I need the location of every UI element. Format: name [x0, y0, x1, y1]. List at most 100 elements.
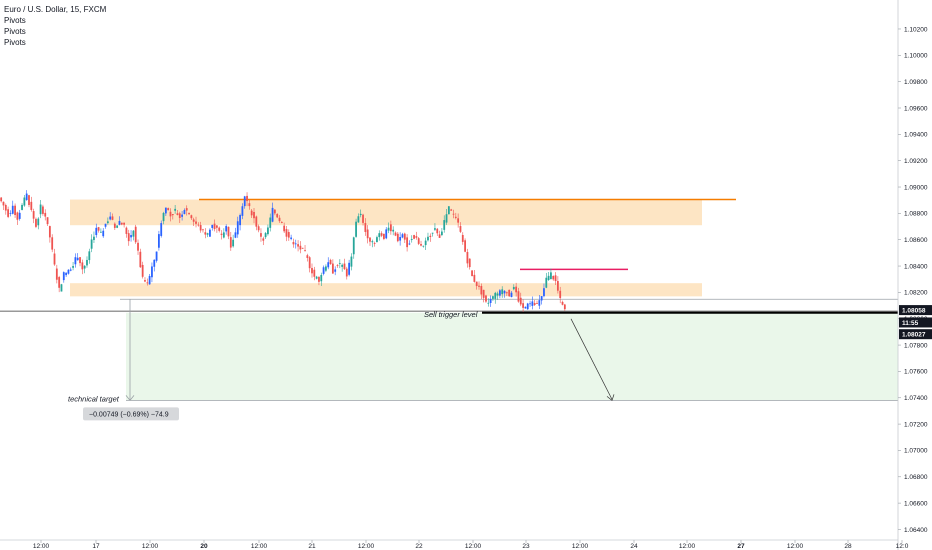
- candle-body: [503, 290, 506, 294]
- y-tick-label: 1.07600: [904, 369, 928, 376]
- y-tick-label: 1.09800: [904, 79, 928, 86]
- candle-body: [155, 251, 158, 261]
- candle-body: [329, 259, 332, 265]
- price-axis[interactable]: 1.10200 1.10000 1.09800 1.09600 1.09400 1.092…: [897, 0, 932, 550]
- candle-body: [406, 237, 409, 248]
- candle-body: [304, 250, 306, 251]
- symbol-title[interactable]: Euro / U.S. Dollar, 15, FXCM: [4, 5, 107, 14]
- candle-body: [352, 237, 355, 255]
- candle-body: [366, 229, 369, 239]
- price-tag[interactable]: [899, 305, 932, 316]
- indicator-pivots-1[interactable]: Pivots: [4, 16, 26, 25]
- y-tick-label: 1.08800: [904, 211, 928, 218]
- candle-body: [471, 270, 473, 277]
- candle-body: [443, 220, 446, 230]
- candle-body: [447, 206, 450, 215]
- x-tick-label: 21: [308, 543, 316, 550]
- candle-body: [334, 269, 337, 272]
- candle-body: [547, 275, 550, 280]
- candle-body: [81, 262, 84, 270]
- candle-body: [545, 277, 548, 288]
- candle-body: [44, 212, 47, 217]
- indicator-pivots-2[interactable]: Pivots: [4, 27, 26, 36]
- candle-body: [501, 289, 504, 295]
- candle-body: [429, 235, 432, 237]
- y-tick-label: 1.06600: [904, 500, 928, 507]
- candle-body: [519, 297, 522, 305]
- zones-layer: [70, 199, 898, 401]
- x-tick-label: 17: [92, 543, 100, 550]
- candle-body: [83, 265, 86, 269]
- candle-body: [510, 292, 513, 298]
- candle-body: [130, 235, 132, 238]
- y-tick-label: 1.08400: [904, 263, 928, 270]
- candle-body: [232, 239, 235, 247]
- candle-body: [445, 214, 448, 223]
- candle-body: [396, 233, 399, 242]
- candle-body: [301, 247, 304, 249]
- candle-body: [176, 213, 179, 216]
- candle-body: [459, 226, 462, 232]
- candle-body: [4, 204, 7, 211]
- candle-body: [306, 255, 309, 258]
- candle-body: [373, 243, 376, 244]
- candle-body: [109, 216, 112, 220]
- candle-body: [362, 214, 364, 223]
- candle-body: [364, 223, 367, 232]
- candle-body: [60, 284, 63, 292]
- candle-body: [51, 237, 54, 250]
- candle-body: [39, 204, 42, 215]
- candle-body: [127, 233, 130, 242]
- x-tick-label: 12:00: [787, 543, 804, 550]
- candle-body: [118, 220, 121, 225]
- candle-body: [204, 232, 207, 235]
- candle-body: [478, 285, 480, 287]
- y-tick-label: 1.07000: [904, 448, 928, 455]
- candle-body: [146, 282, 149, 284]
- price-tag[interactable]: [899, 329, 932, 340]
- candle-body: [9, 213, 12, 214]
- candle-body: [348, 262, 351, 275]
- candle-body: [95, 227, 98, 236]
- candle-body: [243, 196, 246, 207]
- candle-body: [394, 232, 397, 236]
- candle-body: [473, 274, 476, 282]
- candle-body: [357, 216, 360, 223]
- candle-body: [260, 233, 262, 237]
- candle-body: [389, 224, 392, 232]
- candle-body: [492, 296, 494, 299]
- candle-body: [385, 229, 388, 239]
- time-axis[interactable]: 12:00 17 12:00 20 12:00 21 12:00 22 12:00 23 12:00…: [0, 539, 909, 550]
- candle-body: [325, 266, 327, 271]
- candle-body: [498, 290, 501, 296]
- candle-body: [151, 266, 153, 278]
- candle-body: [16, 212, 19, 220]
- candle-body: [322, 267, 325, 274]
- candle-body: [378, 233, 381, 238]
- candle-body: [408, 243, 411, 245]
- measure-box: [83, 407, 179, 421]
- candle-body: [554, 275, 557, 282]
- candle-body: [134, 226, 137, 243]
- candle-body: [148, 276, 151, 285]
- candle-body: [359, 213, 362, 216]
- candle-body: [505, 292, 508, 294]
- x-tick-label: 12:00: [251, 543, 268, 550]
- y-tick-label: 1.09600: [904, 105, 928, 112]
- candle-body: [315, 276, 318, 279]
- y-tick-label: 1.08200: [904, 290, 928, 297]
- indicator-pivots-3[interactable]: Pivots: [4, 38, 26, 47]
- candle-body: [62, 272, 65, 281]
- candle-body: [271, 207, 274, 222]
- candle-body: [174, 208, 177, 211]
- x-tick-label: 12:00: [142, 543, 159, 550]
- candle-body: [345, 268, 348, 277]
- price-tag[interactable]: [899, 317, 932, 328]
- candle-body: [213, 223, 216, 230]
- candle-body: [466, 251, 469, 264]
- candle-body: [276, 214, 279, 218]
- candle-body: [290, 237, 293, 239]
- candle-body: [234, 232, 237, 238]
- candle-body: [14, 205, 16, 216]
